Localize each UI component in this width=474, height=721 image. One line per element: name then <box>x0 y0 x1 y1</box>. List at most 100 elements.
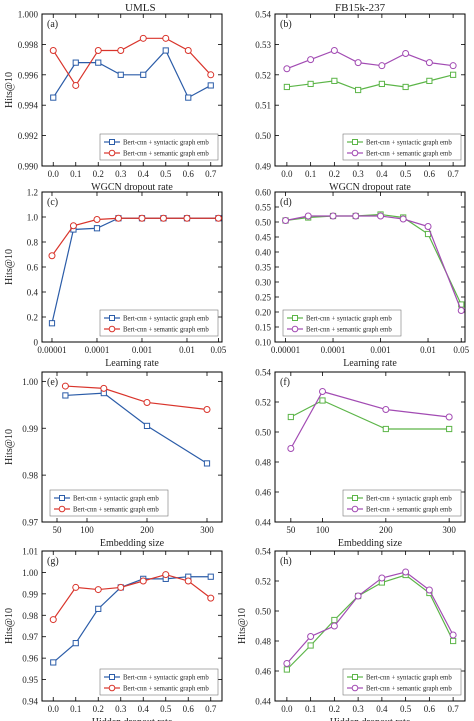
plot-frame <box>274 550 466 702</box>
series-line-1 <box>286 74 454 91</box>
chart-panel-2: 0.49 0.50 0.51 0.52 0.53 0.54 0.0 0.1 0.2 0.3 0.4 0… <box>255 10 466 193</box>
x-tick-label: 0.001 <box>132 345 152 355</box>
data-point <box>457 307 465 314</box>
data-point <box>330 46 338 54</box>
x-tick-label: 0.7 <box>205 704 217 714</box>
x-tick-label: 0.1 <box>305 704 316 714</box>
y-tick-label: 0.15 <box>255 323 271 333</box>
series-line-1 <box>290 399 450 430</box>
data-point <box>207 71 215 79</box>
data-point <box>329 212 337 220</box>
x-tick-label: 0.3 <box>353 169 365 179</box>
data-point <box>424 223 432 230</box>
data-point <box>207 82 214 89</box>
data-point <box>287 445 295 452</box>
data-point <box>184 46 192 54</box>
series-line-1 <box>65 392 208 464</box>
y-tick-label: 0.996 <box>18 70 39 80</box>
y-tick-label: 0.99 <box>22 424 38 434</box>
data-point <box>283 660 291 667</box>
data-point <box>49 46 57 54</box>
y-tick-label: 0.48 <box>255 458 271 468</box>
data-point <box>93 225 101 232</box>
data-point <box>117 46 125 54</box>
y-tick-label: 0.49 <box>255 162 271 172</box>
data-point <box>307 642 314 649</box>
data-point <box>62 392 69 399</box>
data-point <box>282 217 290 224</box>
x-tick-label: 0.4 <box>138 169 150 179</box>
plot-frame <box>41 550 223 702</box>
x-tick-label: 0.6 <box>424 704 436 714</box>
data-point <box>93 216 101 223</box>
data-point <box>402 83 409 91</box>
y-tick-label: 0.48 <box>255 637 271 647</box>
legend-box <box>49 489 169 517</box>
x-tick-label: 0.05 <box>453 345 469 355</box>
y-tick-label: 0.51 <box>255 101 271 111</box>
panel-label: (e) <box>47 377 58 388</box>
legend-marker <box>351 149 359 157</box>
legend-label: Bert-cnn + semantic graph emb <box>366 151 452 158</box>
panel-label: (a) <box>47 19 58 30</box>
x-tick-label: 0.0001 <box>85 345 110 355</box>
legend-marker <box>108 325 116 333</box>
column-title-umls: UMLS <box>125 2 156 14</box>
legend-marker <box>108 149 116 157</box>
x-tick-label: 0.1 <box>305 169 316 179</box>
legend-marker <box>58 505 66 513</box>
legend-marker <box>108 684 116 692</box>
legend-label: Bert-cnn + syntactic graph emb <box>366 496 452 503</box>
y-tick-label: 0.8 <box>27 238 39 248</box>
data-point <box>354 592 362 600</box>
legend-box <box>342 133 462 161</box>
data-point <box>49 616 57 624</box>
data-point <box>185 94 192 101</box>
data-point <box>139 34 147 42</box>
y-tick-label: 0.97 <box>22 632 38 642</box>
data-point <box>354 59 362 67</box>
y-tick-label: 0.54 <box>255 547 271 557</box>
y-tick-label: 0.99 <box>22 589 38 599</box>
x-tick-label: 0.4 <box>138 704 150 714</box>
data-point <box>283 666 290 673</box>
data-point <box>207 594 215 602</box>
data-point <box>72 81 80 89</box>
x-tick-label: 0.6 <box>183 704 195 714</box>
legend-box <box>99 309 219 337</box>
panel-label: (h) <box>280 556 292 567</box>
data-point <box>449 62 457 70</box>
legend-marker <box>109 315 115 321</box>
data-point <box>183 214 191 222</box>
series-line-2 <box>52 573 212 620</box>
data-point <box>50 659 57 666</box>
y-axis-label: Hits@10 <box>4 608 15 644</box>
data-point <box>399 215 407 223</box>
y-axis-label: Hits@10 <box>237 608 248 644</box>
legend-marker <box>352 674 358 680</box>
data-point <box>162 34 170 42</box>
legend-box <box>342 489 462 517</box>
x-tick-label: 0.2 <box>93 169 104 179</box>
y-tick-label: 0.46 <box>255 488 271 498</box>
y-tick-label: 0.50 <box>255 607 271 617</box>
x-tick-label: 0.0 <box>281 169 293 179</box>
data-point <box>319 397 326 404</box>
legend-marker <box>109 139 115 145</box>
x-tick-label: 0.1 <box>70 169 81 179</box>
data-point <box>95 59 102 66</box>
data-point <box>425 586 433 594</box>
data-point <box>117 71 124 78</box>
data-point <box>382 406 390 413</box>
y-tick-label: 0.52 <box>255 70 271 80</box>
data-point <box>449 631 457 639</box>
x-axis-label: Hidden dropout rate <box>92 717 173 721</box>
legend-box <box>342 668 462 696</box>
x-tick-label: 0.05 <box>211 345 227 355</box>
legend-marker <box>352 495 358 501</box>
legend-marker <box>59 495 65 501</box>
data-point <box>203 406 211 413</box>
y-tick-label: 1.00 <box>22 568 38 578</box>
legend-label: Bert-cnn + syntactic graph emb <box>366 140 452 147</box>
chart-panel-8: 0.44 0.46 0.48 0.50 0.52 0.54 0.0 0.1 0.2 0.3 0.4 0… <box>237 547 466 721</box>
